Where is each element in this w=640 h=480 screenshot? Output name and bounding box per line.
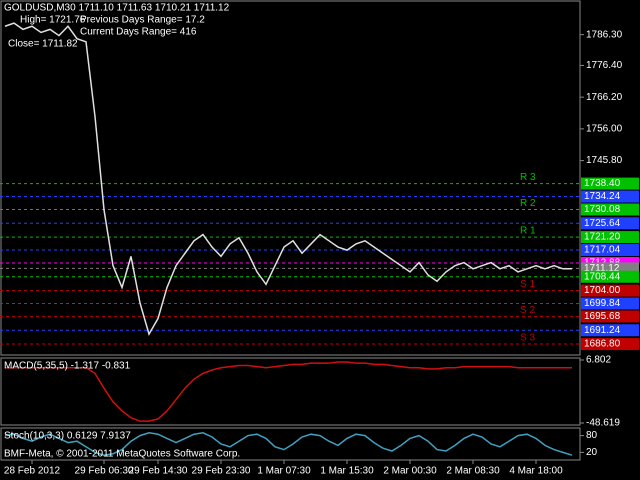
x-tick-label: 28 Feb 2012 xyxy=(4,466,61,477)
y-tick-label: 1756.00 xyxy=(586,124,623,135)
level-tag-box xyxy=(581,244,639,257)
x-tick-label: 29 Feb 06:30 xyxy=(75,466,134,477)
stoch-frame xyxy=(0,427,581,461)
level-label: 1711.12 xyxy=(584,263,620,274)
level-tag-box xyxy=(581,203,639,216)
annotation: High= 1721.76 xyxy=(20,15,86,26)
x-tick-label: 4 Mar 18:00 xyxy=(509,466,563,477)
panel-title: GOLDUSD,M30 1711.10 1711.63 1710.21 1711… xyxy=(4,3,230,14)
level-tag: S 3 xyxy=(520,333,535,344)
level-label: 1738.40 xyxy=(584,178,621,189)
x-tick-label: 2 Mar 08:30 xyxy=(446,466,500,477)
level-label: 1721.20 xyxy=(584,232,621,243)
y-tick-label: 1776.40 xyxy=(586,60,623,71)
level-label: 1730.08 xyxy=(584,204,621,215)
level-tag-box xyxy=(581,177,639,190)
macd-frame xyxy=(0,357,581,426)
y-tick-label: 1786.30 xyxy=(586,29,623,40)
y-tick-label: 20 xyxy=(586,447,598,458)
level-tag: R 3 xyxy=(520,172,536,183)
level-tag: R 2 xyxy=(520,198,536,209)
level-label: 1695.68 xyxy=(584,311,621,322)
main-frame xyxy=(0,0,581,356)
level-label: 1686.80 xyxy=(584,339,621,350)
annotation: Current Days Range= 416 xyxy=(80,27,197,38)
level-tag-box xyxy=(581,217,639,230)
level-tag-box xyxy=(581,297,639,310)
level-label: 1725.64 xyxy=(584,218,621,229)
level-tag: S 2 xyxy=(520,305,535,316)
annotation: Close= 1711.82 xyxy=(8,39,78,50)
y-tick-label: 80 xyxy=(586,430,598,441)
price-line xyxy=(4,22,572,336)
level-tag-box xyxy=(581,231,639,244)
x-tick-label: 1 Mar 07:30 xyxy=(257,466,311,477)
level-tag-box xyxy=(581,284,639,297)
y-tick-label: 1766.20 xyxy=(586,92,623,103)
panel-title: MACD(5,35,5) -1.317 -0.831 xyxy=(4,361,131,372)
level-tag-box xyxy=(581,324,639,337)
level-label: 1691.24 xyxy=(584,325,621,336)
level-label: 1699.84 xyxy=(584,298,621,309)
annotation: BMF-Meta, © 2001-2011 MetaQuotes Softwar… xyxy=(4,449,240,460)
level-tag: S 1 xyxy=(520,279,535,290)
level-tag-box xyxy=(581,338,639,351)
y-tick-label: 1745.80 xyxy=(586,155,623,166)
price-line xyxy=(5,361,572,422)
level-label: 1717.04 xyxy=(584,245,621,256)
x-tick-label: 29 Feb 23:30 xyxy=(192,466,251,477)
level-tag-box xyxy=(581,310,639,323)
level-label: 1704.00 xyxy=(584,285,621,296)
level-tag-box xyxy=(581,190,639,203)
y-tick-label: 6.802 xyxy=(586,355,611,366)
level-label: 1734.24 xyxy=(584,191,621,202)
level-tag: R 1 xyxy=(520,226,536,237)
level-tag-box xyxy=(581,270,639,283)
y-tick-label: -48.619 xyxy=(586,418,620,429)
x-tick-label: 2 Mar 00:30 xyxy=(383,466,437,477)
panel-title: Stoch(10,3,3) 0.6129 7.9137 xyxy=(4,431,131,442)
x-tick-label: 1 Mar 15:30 xyxy=(320,466,374,477)
annotation: Previous Days Range= 17.2 xyxy=(80,15,205,26)
level-label: 1708.44 xyxy=(584,271,621,282)
price-line xyxy=(4,432,573,456)
x-tick-label: 29 Feb 14:30 xyxy=(129,466,188,477)
